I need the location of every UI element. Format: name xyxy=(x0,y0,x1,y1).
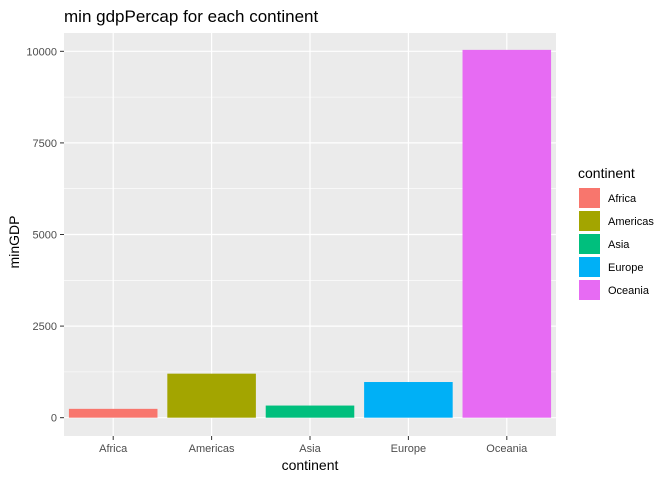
x-tick-label: Asia xyxy=(299,443,321,455)
bar-americas xyxy=(167,373,256,418)
legend: continent Africa Americas Asia Europe Oceani… xyxy=(578,165,654,300)
y-tick-label: 2500 xyxy=(33,321,57,333)
x-axis: Africa Americas Asia Europe Oceania xyxy=(99,436,528,455)
legend-key-oceania xyxy=(579,280,600,300)
legend-label-asia: Asia xyxy=(608,239,630,251)
legend-items: Africa Americas Asia Europe Oceania xyxy=(579,188,654,300)
legend-key-africa xyxy=(579,188,600,208)
legend-label-americas: Americas xyxy=(608,216,654,228)
x-axis-title: continent xyxy=(282,457,339,473)
y-tick-label: 0 xyxy=(51,413,57,425)
bar-europe xyxy=(364,382,453,418)
legend-label-europe: Europe xyxy=(608,262,643,274)
y-axis-title: minGDP xyxy=(6,216,22,269)
bars xyxy=(68,49,552,418)
bar-asia xyxy=(265,405,355,418)
y-axis: 0 2500 5000 7500 10000 xyxy=(26,46,64,425)
bar-africa xyxy=(68,408,158,418)
x-tick-label: Americas xyxy=(189,443,235,455)
y-tick-label: 5000 xyxy=(33,230,57,242)
y-tick-label: 7500 xyxy=(33,138,57,150)
bar-oceania xyxy=(462,49,552,418)
x-tick-label: Europe xyxy=(391,443,426,455)
legend-key-asia xyxy=(579,234,600,254)
legend-key-europe xyxy=(579,257,600,277)
legend-title: continent xyxy=(578,165,635,181)
legend-key-americas xyxy=(579,211,600,231)
chart-title: min gdpPercap for each continent xyxy=(64,7,318,26)
x-tick-label: Oceania xyxy=(486,443,528,455)
legend-label-oceania: Oceania xyxy=(608,285,650,297)
x-tick-label: Africa xyxy=(99,443,128,455)
legend-label-africa: Africa xyxy=(608,193,637,205)
y-tick-label: 10000 xyxy=(26,46,57,58)
